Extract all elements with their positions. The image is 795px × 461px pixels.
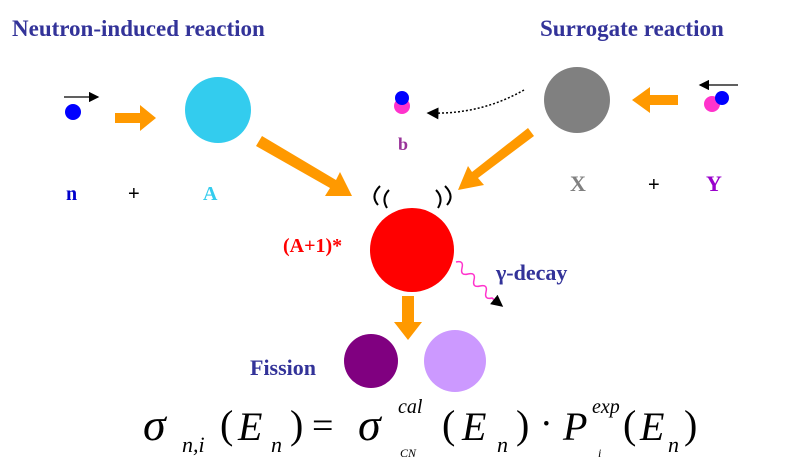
formula-token: ) — [290, 402, 303, 447]
formula-token: σ — [143, 399, 168, 450]
arrow — [394, 296, 422, 340]
fragment — [424, 330, 486, 392]
label-b: b — [398, 134, 408, 154]
label-a: A — [203, 183, 218, 205]
formula-token: CN — [400, 446, 417, 460]
label-gamma: γ-decay — [495, 260, 567, 285]
formula-token: n — [497, 432, 508, 457]
formula-token: exp — [592, 396, 620, 418]
particle — [395, 91, 409, 105]
formula-token: P — [562, 404, 587, 449]
label-compound: (A+1)* — [283, 235, 342, 257]
plus: + — [648, 174, 660, 196]
compound-nucleus — [370, 208, 454, 292]
excitation-marks — [373, 185, 452, 209]
fragment — [344, 334, 398, 388]
ejectile-path — [426, 89, 525, 120]
arrow — [632, 87, 678, 113]
arrow — [256, 136, 352, 196]
formula-token: E — [237, 404, 262, 449]
gamma-wave — [455, 260, 504, 307]
left-title: Neutron-induced reaction — [12, 16, 265, 41]
label-n: n — [66, 183, 77, 205]
formula-token: ( — [220, 402, 233, 447]
neutron — [65, 104, 81, 120]
formula-token: i — [598, 446, 601, 460]
formula-token: · — [540, 403, 553, 445]
arrow — [115, 105, 156, 131]
formula-token: E — [639, 404, 664, 449]
nucleus-x — [544, 67, 610, 133]
particle — [715, 91, 729, 105]
formula-token: ( — [623, 402, 636, 447]
right-title: Surrogate reaction — [540, 16, 724, 41]
label-x: X — [570, 171, 586, 196]
formula-token: cal — [398, 396, 423, 418]
formula-token: E — [461, 404, 486, 449]
nucleus-a — [185, 77, 251, 143]
formula-token: = — [312, 405, 333, 447]
formula-token: ) — [684, 402, 697, 447]
formula-token: σ — [358, 399, 383, 450]
label-fission: Fission — [250, 355, 316, 380]
plus: + — [128, 183, 140, 205]
formula-token: n — [271, 432, 282, 457]
formula-token: n,i — [182, 432, 205, 457]
arrow — [458, 128, 534, 190]
formula-token: n — [668, 432, 679, 457]
label-y: Y — [706, 171, 722, 196]
formula-token: ( — [442, 402, 455, 447]
formula-token: ) — [516, 402, 529, 447]
